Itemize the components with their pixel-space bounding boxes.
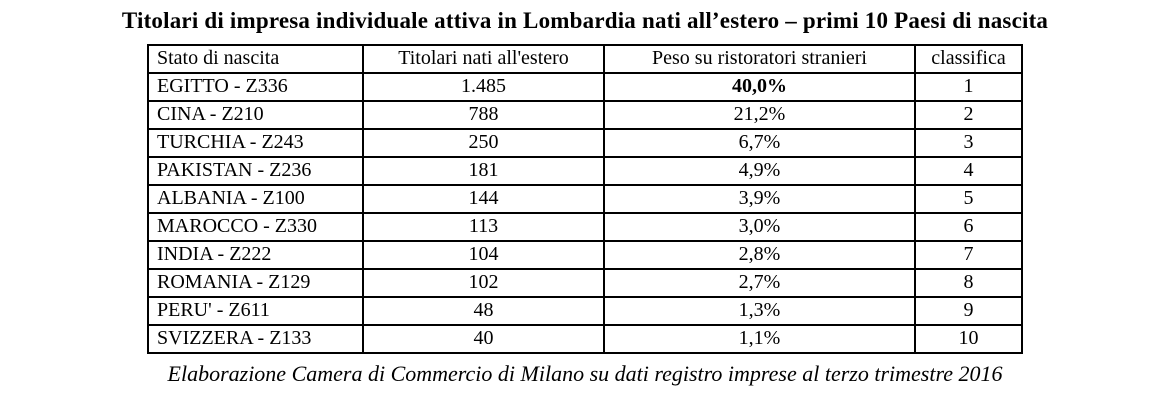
page-title: Titolari di impresa individuale attiva i…	[121, 8, 1049, 33]
cell-peso: 3,0%	[603, 211, 916, 242]
table-row: CINA - Z210 788 21,2% 2	[147, 99, 1023, 130]
column-header-peso: Peso su ristoratori stranieri	[603, 43, 916, 74]
table-header: Stato di nascita Titolari nati all'estero…	[147, 43, 1023, 74]
cell-classifica: 8	[914, 267, 1023, 298]
cell-peso: 2,8%	[603, 239, 916, 270]
cell-classifica: 10	[914, 323, 1023, 354]
table-row: ALBANIA - Z100 144 3,9% 5	[147, 183, 1023, 214]
cell-classifica: 2	[914, 99, 1023, 130]
column-header-stato: Stato di nascita	[147, 43, 364, 74]
table-row: MAROCCO - Z330 113 3,0% 6	[147, 211, 1023, 242]
table-row: SVIZZERA - Z133 40 1,1% 10	[147, 323, 1023, 354]
cell-titolari: 788	[362, 99, 605, 130]
data-table: Stato di nascita Titolari nati all'estero…	[147, 43, 1023, 354]
table-row: EGITTO - Z336 1.485 40,0% 1	[147, 71, 1023, 102]
column-header-titolari: Titolari nati all'estero	[362, 43, 605, 74]
cell-classifica: 9	[914, 295, 1023, 326]
cell-titolari: 104	[362, 239, 605, 270]
cell-titolari: 102	[362, 267, 605, 298]
cell-stato: PAKISTAN - Z236	[147, 155, 364, 186]
cell-peso: 1,1%	[603, 323, 916, 354]
cell-titolari: 250	[362, 127, 605, 158]
table-row: PAKISTAN - Z236 181 4,9% 4	[147, 155, 1023, 186]
cell-titolari: 48	[362, 295, 605, 326]
cell-peso: 4,9%	[603, 155, 916, 186]
cell-stato: INDIA - Z222	[147, 239, 364, 270]
cell-peso: 21,2%	[603, 99, 916, 130]
cell-stato: PERU' - Z611	[147, 295, 364, 326]
cell-titolari: 113	[362, 211, 605, 242]
cell-peso: 1,3%	[603, 295, 916, 326]
column-header-classifica: classifica	[914, 43, 1023, 74]
cell-peso: 3,9%	[603, 183, 916, 214]
table-row: ROMANIA - Z129 102 2,7% 8	[147, 267, 1023, 298]
table-header-row: Stato di nascita Titolari nati all'estero…	[147, 43, 1023, 74]
cell-peso: 40,0%	[603, 71, 916, 102]
cell-classifica: 5	[914, 183, 1023, 214]
cell-classifica: 1	[914, 71, 1023, 102]
cell-classifica: 6	[914, 211, 1023, 242]
table-row: PERU' - Z611 48 1,3% 9	[147, 295, 1023, 326]
cell-classifica: 7	[914, 239, 1023, 270]
cell-classifica: 4	[914, 155, 1023, 186]
cell-peso: 2,7%	[603, 267, 916, 298]
cell-stato: CINA - Z210	[147, 99, 364, 130]
cell-titolari: 1.485	[362, 71, 605, 102]
cell-stato: ALBANIA - Z100	[147, 183, 364, 214]
table-row: TURCHIA - Z243 250 6,7% 3	[147, 127, 1023, 158]
cell-stato: ROMANIA - Z129	[147, 267, 364, 298]
cell-stato: EGITTO - Z336	[147, 71, 364, 102]
source-note: Elaborazione Camera di Commercio di Mila…	[167, 360, 1003, 386]
cell-titolari: 40	[362, 323, 605, 354]
cell-classifica: 3	[914, 127, 1023, 158]
cell-peso: 6,7%	[603, 127, 916, 158]
cell-stato: MAROCCO - Z330	[147, 211, 364, 242]
cell-stato: TURCHIA - Z243	[147, 127, 364, 158]
table-row: INDIA - Z222 104 2,8% 7	[147, 239, 1023, 270]
cell-titolari: 144	[362, 183, 605, 214]
cell-titolari: 181	[362, 155, 605, 186]
table-body: EGITTO - Z336 1.485 40,0% 1 CINA - Z210 788 21…	[147, 71, 1023, 354]
cell-stato: SVIZZERA - Z133	[147, 323, 364, 354]
